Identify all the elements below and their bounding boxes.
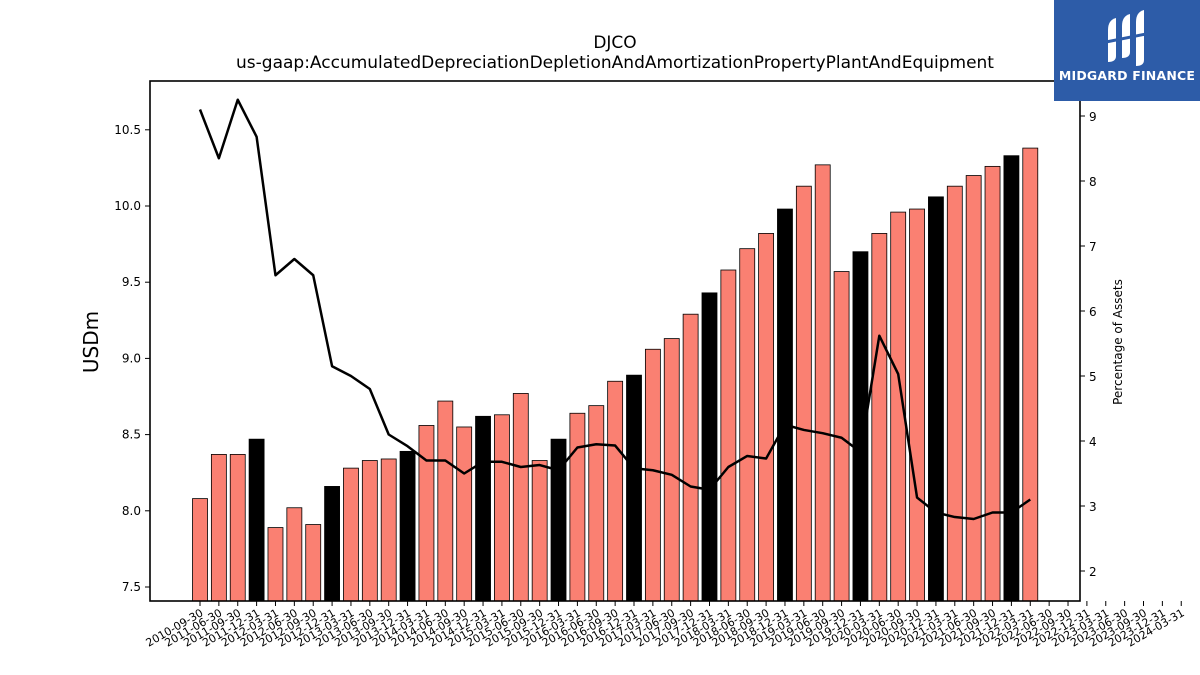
- bar: [248, 438, 265, 602]
- bar: [324, 486, 340, 602]
- y-axis-label: USDm: [79, 311, 103, 373]
- bar: [777, 208, 793, 602]
- y2-axis-label: Percentage of Assets: [1111, 279, 1125, 405]
- midgard-finance-logo: MIDGARD FINANCE: [1054, 0, 1200, 101]
- bar: [626, 374, 642, 602]
- y2-tick-label: 3: [1089, 500, 1097, 514]
- bar: [343, 467, 359, 602]
- bar: [965, 175, 982, 602]
- bar: [928, 196, 944, 602]
- y2-tick-label: 6: [1089, 305, 1097, 319]
- bar: [192, 498, 208, 602]
- y-tick-label: 10.0: [114, 199, 141, 213]
- bar: [1003, 155, 1020, 602]
- bar: [682, 313, 699, 602]
- bar: [701, 292, 718, 602]
- y2-tick-label: 2: [1089, 565, 1097, 579]
- y-tick-label: 8.5: [122, 428, 141, 442]
- y-tick-label: 9.0: [122, 351, 141, 365]
- bar: [644, 348, 661, 602]
- percentage-line: [198, 98, 1031, 521]
- y2-tick-label: 5: [1089, 370, 1097, 384]
- bar: [399, 450, 416, 602]
- bar: [267, 527, 284, 602]
- chart-subtitle: us-gaap:AccumulatedDepreciationDepletion…: [236, 53, 994, 73]
- y-tick-label: 8.0: [122, 504, 141, 518]
- bar: [361, 460, 378, 602]
- bar: [305, 524, 322, 602]
- y2-tick-label: 8: [1089, 175, 1097, 189]
- bar: [475, 415, 491, 602]
- midgard-logo-icon: [1105, 10, 1147, 66]
- bar: [210, 454, 227, 602]
- bar: [512, 393, 529, 602]
- bar: [418, 425, 435, 602]
- y-tick-label: 10.5: [114, 123, 141, 137]
- bar: [380, 458, 397, 602]
- bar: [569, 412, 586, 602]
- bar: [437, 400, 454, 602]
- bar: [531, 460, 548, 602]
- bar: [739, 248, 756, 602]
- chart-title: DJCO: [593, 33, 636, 53]
- bar: [286, 507, 303, 602]
- bar: [720, 269, 737, 602]
- bar: [814, 164, 831, 602]
- logo-text: MIDGARD FINANCE: [1058, 68, 1196, 83]
- y-tick-label: 9.5: [122, 275, 141, 289]
- line-group: [198, 98, 1031, 521]
- bar: [494, 414, 510, 602]
- y2-tick-label: 4: [1089, 435, 1097, 449]
- bar: [663, 338, 680, 602]
- bar: [758, 233, 774, 602]
- y2-tick-label: 9: [1089, 110, 1097, 124]
- axes-group: 7.58.08.59.09.510.010.5234567892010-09-3…: [114, 80, 1187, 650]
- bar: [588, 405, 605, 602]
- bar: [229, 454, 246, 602]
- bar: [607, 380, 624, 602]
- bars-group: [192, 147, 1039, 602]
- bar: [984, 165, 1001, 602]
- y-tick-label: 7.5: [122, 580, 141, 594]
- bar: [456, 426, 473, 602]
- bar: [871, 233, 888, 602]
- bar: [909, 208, 925, 602]
- bar: [1022, 147, 1039, 602]
- y2-tick-label: 7: [1089, 240, 1097, 254]
- bar: [946, 185, 963, 602]
- bar: [795, 185, 812, 602]
